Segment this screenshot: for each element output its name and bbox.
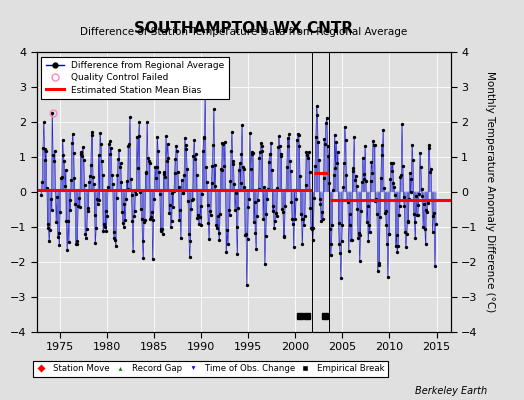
Text: Berkeley Earth: Berkeley Earth bbox=[415, 386, 487, 396]
Legend: Station Move, Record Gap, Time of Obs. Change, Empirical Break: Station Move, Record Gap, Time of Obs. C… bbox=[32, 361, 388, 377]
Text: Difference of Station Temperature Data from Regional Average: Difference of Station Temperature Data f… bbox=[80, 26, 407, 37]
Title: SOUTHAMPTON WX CNTR: SOUTHAMPTON WX CNTR bbox=[134, 20, 353, 36]
Y-axis label: Monthly Temperature Anomaly Difference (°C): Monthly Temperature Anomaly Difference (… bbox=[485, 71, 495, 313]
